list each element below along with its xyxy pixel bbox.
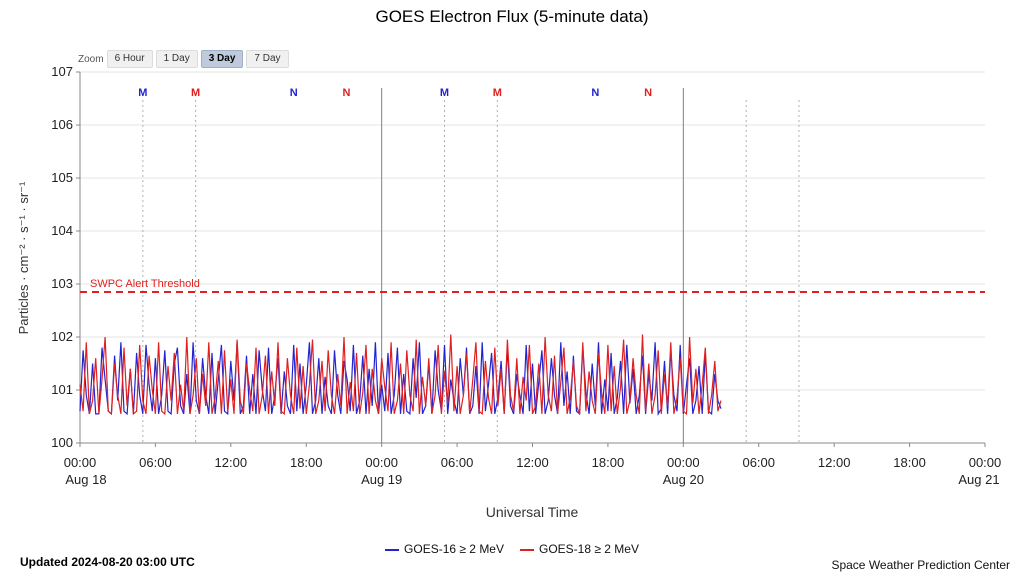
legend-label-goes-18: GOES-18 ≥ 2 MeV xyxy=(539,542,639,556)
legend-item-goes-16: GOES-16 ≥ 2 MeV xyxy=(385,542,504,556)
satellite-marker-m: M xyxy=(440,87,449,99)
y-tick-label: 104 xyxy=(51,223,73,238)
legend-line-goes-18 xyxy=(520,548,534,551)
zoom-button-1-day[interactable]: 1 Day xyxy=(155,50,198,68)
x-tick-label: 00:00 xyxy=(64,455,97,470)
y-axis-title: Particles · cm⁻² · s⁻¹ · sr⁻¹ xyxy=(16,181,31,335)
updated-timestamp: Updated 2024-08-20 03:00 UTC xyxy=(20,555,195,569)
chart-title: GOES Electron Flux (5-minute data) xyxy=(375,7,649,26)
chart-legend: GOES-16 ≥ 2 MeV GOES-18 ≥ 2 MeV xyxy=(385,542,639,556)
x-tick-label: 12:00 xyxy=(818,455,851,470)
alert-threshold-label: SWPC Alert Threshold xyxy=(90,278,200,290)
x-tick-date-label: Aug 21 xyxy=(958,472,999,487)
y-tick-label: 107 xyxy=(51,64,73,79)
x-tick-date-label: Aug 20 xyxy=(663,472,704,487)
y-tick-label: 101 xyxy=(51,382,73,397)
y-tick-label: 102 xyxy=(51,329,73,344)
x-tick-label: 18:00 xyxy=(592,455,625,470)
x-tick-label: 06:00 xyxy=(441,455,474,470)
zoom-button-7-day[interactable]: 7 Day xyxy=(246,50,289,68)
legend-line-goes-16 xyxy=(385,548,400,551)
x-tick-label: 12:00 xyxy=(215,455,248,470)
zoom-button-3-day[interactable]: 3 Day xyxy=(200,50,244,68)
satellite-marker-m: M xyxy=(191,87,200,99)
zoom-button-6-hour[interactable]: 6 Hour xyxy=(106,50,153,68)
zoom-controls: Zoom 6 Hour 1 Day 3 Day 7 Day xyxy=(78,50,289,68)
y-tick-label: 100 xyxy=(51,435,73,450)
x-tick-label: 00:00 xyxy=(365,455,398,470)
x-tick-label: 00:00 xyxy=(667,455,700,470)
satellite-marker-n: N xyxy=(342,87,350,99)
satellite-marker-m: M xyxy=(493,87,502,99)
legend-label-goes-16: GOES-16 ≥ 2 MeV xyxy=(404,542,504,556)
series-line-goes-18 xyxy=(79,334,722,416)
zoom-label: Zoom xyxy=(78,53,104,65)
satellite-marker-n: N xyxy=(591,87,599,99)
x-tick-date-label: Aug 18 xyxy=(65,472,106,487)
legend-item-goes-18: GOES-18 ≥ 2 MeV xyxy=(520,542,639,556)
series-line-goes-16 xyxy=(79,342,722,416)
x-tick-label: 18:00 xyxy=(893,455,926,470)
x-tick-date-label: Aug 19 xyxy=(361,472,402,487)
satellite-marker-n: N xyxy=(290,87,298,99)
x-axis-title: Universal Time xyxy=(485,504,579,520)
y-tick-label: 106 xyxy=(51,117,73,132)
x-tick-label: 18:00 xyxy=(290,455,323,470)
y-tick-label: 103 xyxy=(51,276,73,291)
x-tick-label: 00:00 xyxy=(969,455,1002,470)
x-tick-label: 06:00 xyxy=(139,455,172,470)
x-tick-label: 12:00 xyxy=(516,455,549,470)
credit-text: Space Weather Prediction Center xyxy=(831,558,1010,572)
x-tick-label: 06:00 xyxy=(742,455,775,470)
satellite-marker-m: M xyxy=(138,87,147,99)
y-tick-label: 105 xyxy=(51,170,73,185)
satellite-marker-n: N xyxy=(644,87,652,99)
